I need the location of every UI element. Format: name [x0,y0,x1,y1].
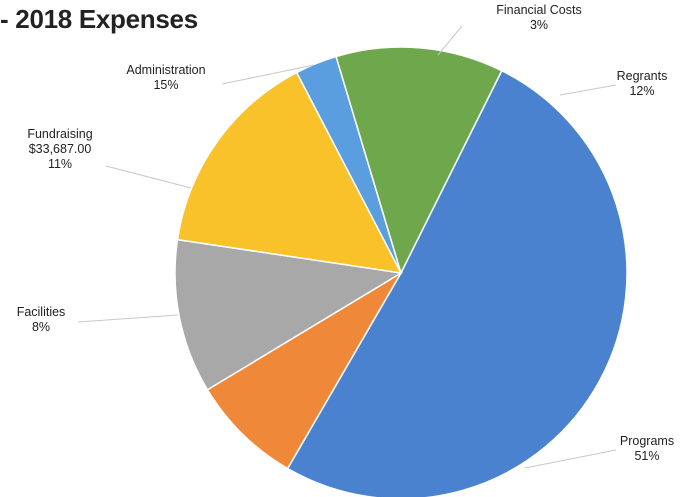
pie-slice-facilities [206,272,402,470]
pie-slice-administration [176,71,403,274]
slice-name: Fundraising [27,127,92,141]
slice-label-financial-costs: Financial Costs 3% [496,3,581,32]
leader-line-regrants [559,84,617,96]
slice-name: Financial Costs [496,3,581,17]
leader-line-fundraising [105,165,192,189]
leader-line-programs [524,449,617,469]
leader-line-administration [221,64,315,85]
slice-percent: 12% [629,84,654,98]
slice-percent: 8% [32,320,50,334]
slice-name: Regrants [617,69,668,83]
pie-slice-fundraising [174,238,404,391]
slice-value: $33,687.00 [29,142,92,156]
leader-line-financial-costs [437,25,463,56]
leader-line-facilities [77,314,179,323]
pie-slice-programs [286,69,628,497]
chart-title: - 2018 Expenses [0,4,198,34]
slice-label-facilities: Facilities 8% [17,305,66,334]
slice-label-fundraising: Fundraising $33,687.00 11% [27,127,92,171]
slice-name: Facilities [17,305,66,319]
pie-slice-regrants [335,46,503,276]
slice-name: Administration [126,63,205,77]
slice-percent: 51% [634,449,659,463]
slice-percent: 15% [153,78,178,92]
slice-label-regrants: Regrants 12% [617,69,668,98]
slice-percent: 3% [530,18,548,32]
slice-label-programs: Programs 51% [620,434,674,463]
slice-label-administration: Administration 15% [126,63,205,92]
slice-name: Programs [620,434,674,448]
slice-percent: 11% [48,157,72,171]
